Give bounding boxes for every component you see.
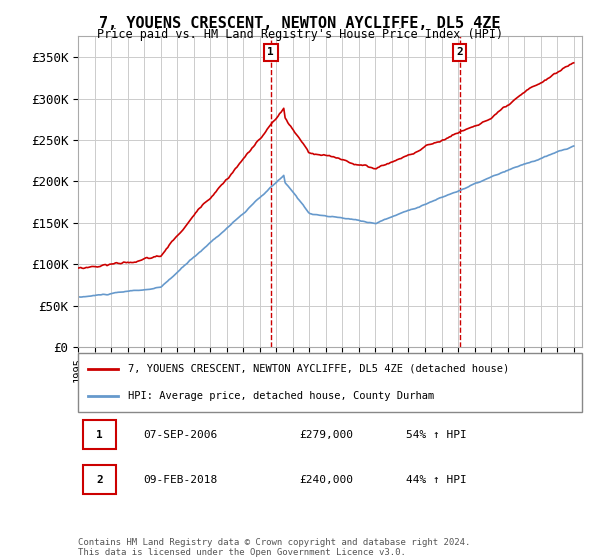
FancyBboxPatch shape [83, 420, 116, 449]
Text: £279,000: £279,000 [300, 430, 354, 440]
Text: HPI: Average price, detached house, County Durham: HPI: Average price, detached house, Coun… [128, 391, 434, 401]
FancyBboxPatch shape [83, 465, 116, 494]
Text: 1: 1 [268, 47, 274, 57]
Text: 44% ↑ HPI: 44% ↑ HPI [406, 475, 466, 485]
Text: Contains HM Land Registry data © Crown copyright and database right 2024.
This d: Contains HM Land Registry data © Crown c… [78, 538, 470, 557]
Text: 2: 2 [96, 475, 103, 485]
Text: 07-SEP-2006: 07-SEP-2006 [143, 430, 218, 440]
Text: 2: 2 [457, 47, 463, 57]
Text: 7, YOUENS CRESCENT, NEWTON AYCLIFFE, DL5 4ZE: 7, YOUENS CRESCENT, NEWTON AYCLIFFE, DL5… [99, 16, 501, 31]
Text: 54% ↑ HPI: 54% ↑ HPI [406, 430, 466, 440]
Text: 7, YOUENS CRESCENT, NEWTON AYCLIFFE, DL5 4ZE (detached house): 7, YOUENS CRESCENT, NEWTON AYCLIFFE, DL5… [128, 363, 509, 374]
Text: 1: 1 [96, 430, 103, 440]
Text: £240,000: £240,000 [300, 475, 354, 485]
Text: 09-FEB-2018: 09-FEB-2018 [143, 475, 218, 485]
Text: Price paid vs. HM Land Registry's House Price Index (HPI): Price paid vs. HM Land Registry's House … [97, 28, 503, 41]
